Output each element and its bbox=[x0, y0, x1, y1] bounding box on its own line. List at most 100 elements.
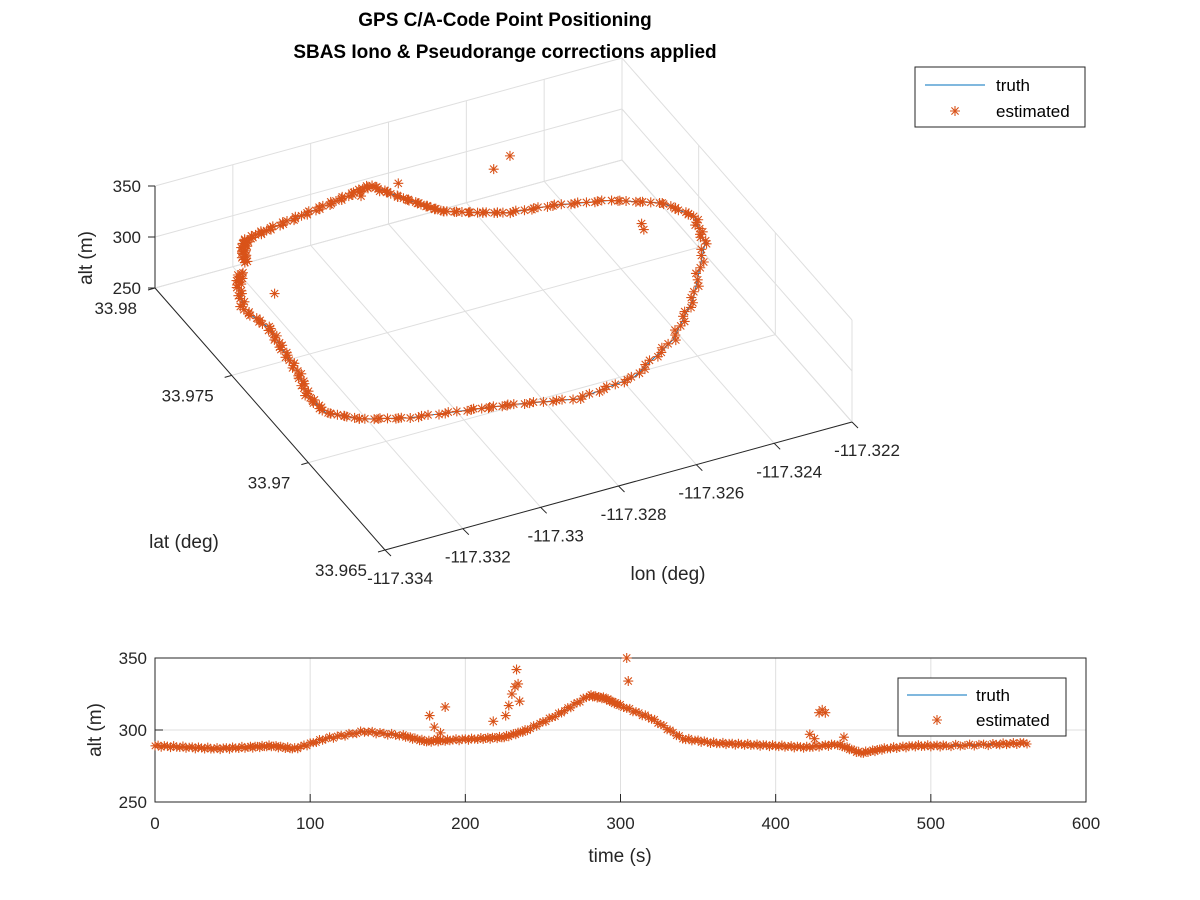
estimated-point bbox=[941, 741, 951, 751]
estimated-point bbox=[569, 699, 579, 709]
estimated-point-3d bbox=[691, 217, 702, 228]
estimated-point bbox=[299, 740, 309, 750]
estimated-point-3d bbox=[405, 413, 416, 424]
y-tick-label: 350 bbox=[119, 649, 147, 668]
x-axis-label: time (s) bbox=[588, 846, 651, 867]
estimated-outlier bbox=[424, 710, 435, 721]
estimated-point bbox=[802, 741, 812, 751]
estimated-point-3d bbox=[614, 195, 625, 206]
estimated-outlier bbox=[804, 729, 815, 740]
estimated-point-3d bbox=[688, 286, 699, 297]
estimated-point bbox=[709, 737, 719, 747]
estimated-point bbox=[847, 744, 857, 754]
estimated-point bbox=[833, 740, 843, 750]
estimated-point bbox=[820, 740, 830, 750]
estimated-point-3d bbox=[251, 313, 262, 324]
estimated-point-3d bbox=[528, 397, 539, 408]
estimated-point-3d bbox=[700, 235, 711, 246]
estimated-point-3d bbox=[269, 334, 280, 345]
estimated-point-3d bbox=[695, 232, 706, 243]
estimated-point-3d bbox=[468, 403, 479, 414]
estimated-point-3d bbox=[568, 394, 579, 405]
3d-tick-labels: -117.334-117.332-117.33-117.328-117.326-… bbox=[94, 177, 899, 588]
estimated-point-3d bbox=[606, 195, 617, 206]
estimated-point-3d bbox=[596, 195, 607, 206]
x-tick-label: 0 bbox=[150, 814, 159, 833]
estimated-outlier-3d bbox=[504, 150, 515, 161]
estimated-point-3d bbox=[434, 409, 445, 420]
estimated-point bbox=[175, 742, 185, 752]
estimated-point-3d bbox=[497, 207, 508, 218]
estimated-outlier-3d bbox=[269, 288, 280, 299]
lon-tick bbox=[851, 421, 859, 429]
estimated-outlier bbox=[820, 707, 831, 718]
estimated-point bbox=[203, 742, 213, 752]
estimated-point bbox=[426, 737, 436, 747]
estimated-point bbox=[608, 696, 618, 706]
estimated-point bbox=[1008, 738, 1018, 748]
lon-tick bbox=[540, 506, 548, 514]
estimated-point-3d bbox=[644, 355, 655, 366]
lat-tick bbox=[224, 374, 232, 378]
estimated-point bbox=[699, 736, 709, 746]
estimated-point-3d bbox=[505, 208, 516, 219]
estimated-point-3d bbox=[698, 257, 709, 268]
y-axis-label: alt (m) bbox=[85, 703, 106, 757]
estimated-point bbox=[212, 743, 222, 753]
estimated-point bbox=[889, 742, 899, 752]
estimated-point bbox=[811, 740, 821, 750]
estimated-point-3d bbox=[557, 394, 568, 405]
estimated-point-3d bbox=[267, 328, 278, 339]
estimated-point-3d bbox=[265, 222, 276, 233]
estimated-point bbox=[547, 712, 557, 722]
estimated-point bbox=[965, 739, 975, 749]
estimated-point-3d bbox=[519, 398, 530, 409]
legend-star bbox=[932, 715, 942, 725]
3d-grid bbox=[154, 57, 853, 551]
wall-grid-line bbox=[154, 108, 853, 372]
estimated-point bbox=[808, 742, 818, 752]
legend-box bbox=[914, 66, 1086, 128]
estimated-point bbox=[715, 739, 725, 749]
estimated-point bbox=[481, 733, 491, 743]
estimated-point-3d bbox=[299, 378, 310, 389]
estimated-point bbox=[224, 744, 234, 754]
estimated-outlier-3d bbox=[638, 224, 649, 235]
alt-tick-label: 300 bbox=[113, 228, 141, 247]
estimated-point bbox=[771, 741, 781, 751]
estimated-point bbox=[451, 734, 461, 744]
estimated-point-3d bbox=[488, 401, 499, 412]
estimated-trajectory-3d bbox=[231, 150, 712, 425]
estimated-point bbox=[768, 740, 778, 750]
estimated-point bbox=[718, 737, 728, 747]
estimated-point bbox=[415, 736, 425, 746]
estimated-point-3d bbox=[302, 388, 313, 399]
estimated-point-3d bbox=[267, 221, 278, 232]
legend-truth-label: truth bbox=[996, 76, 1030, 95]
estimated-point-3d bbox=[326, 198, 337, 209]
estimated-point bbox=[799, 743, 809, 753]
alt-tick-label: 350 bbox=[113, 177, 141, 196]
estimated-point bbox=[786, 741, 796, 751]
estimated-point-3d bbox=[497, 401, 508, 412]
estimated-point bbox=[408, 734, 418, 744]
estimated-point bbox=[995, 740, 1005, 750]
estimated-point-3d bbox=[686, 292, 697, 303]
estimated-point-3d bbox=[508, 206, 519, 217]
estimated-point-3d bbox=[481, 207, 492, 218]
estimated-point bbox=[328, 733, 338, 743]
estimated-point-3d bbox=[685, 302, 696, 313]
estimated-point bbox=[749, 740, 759, 750]
estimated-point bbox=[197, 743, 207, 753]
chart-title-line-2: SBAS Iono & Pseudorange corrections appl… bbox=[293, 42, 716, 63]
legend-estimated-label: estimated bbox=[976, 711, 1050, 730]
estimated-point bbox=[494, 731, 504, 741]
estimated-point-3d bbox=[237, 267, 248, 278]
estimated-point bbox=[983, 741, 993, 751]
estimated-point bbox=[394, 731, 404, 741]
estimated-point bbox=[913, 740, 923, 750]
estimated-point bbox=[276, 741, 286, 751]
estimated-point-3d bbox=[346, 188, 357, 199]
estimated-point bbox=[955, 741, 965, 751]
estimated-point-3d bbox=[556, 199, 567, 210]
